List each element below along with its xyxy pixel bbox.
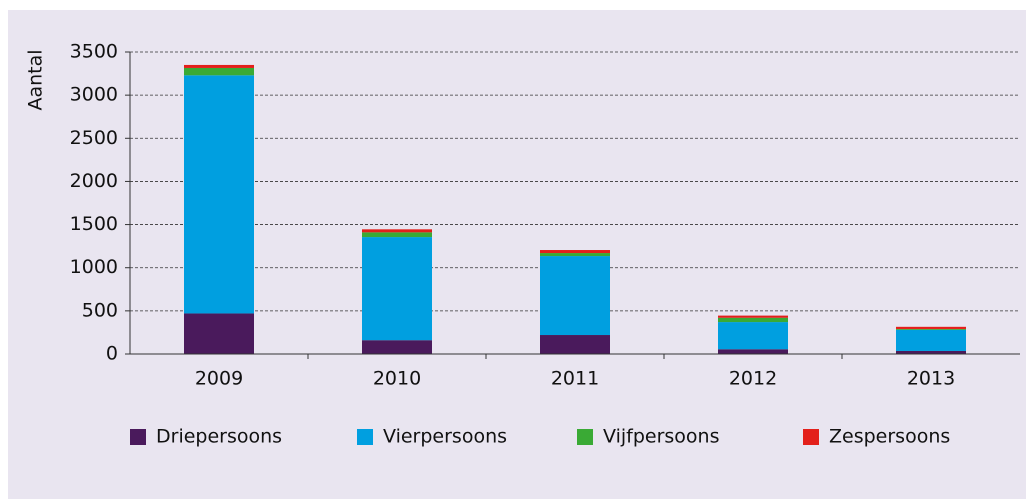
x-tick-label: 2009 bbox=[195, 368, 243, 390]
bar-segment bbox=[718, 322, 788, 350]
y-tick-label: 2500 bbox=[70, 127, 118, 149]
legend-label: Driepersoons bbox=[156, 426, 282, 448]
x-tick-label: 2012 bbox=[729, 368, 777, 390]
legend-swatch bbox=[130, 429, 146, 445]
y-tick-label: 2000 bbox=[70, 170, 118, 192]
bar-segment bbox=[362, 232, 432, 238]
bar-segment bbox=[540, 256, 610, 336]
y-axis-label: Aantal bbox=[25, 49, 47, 110]
bar-segment bbox=[540, 335, 610, 354]
bar-segment bbox=[184, 75, 254, 314]
y-tick-label: 0 bbox=[106, 343, 118, 365]
legend-label: Vijfpersoons bbox=[603, 426, 719, 448]
legend-swatch bbox=[803, 429, 819, 445]
bar-segment bbox=[718, 315, 788, 318]
legend-label: Vierpersoons bbox=[383, 426, 507, 448]
x-tick-label: 2011 bbox=[551, 368, 599, 390]
bar-segment bbox=[184, 313, 254, 354]
y-tick-label: 500 bbox=[82, 299, 118, 321]
bar-segment bbox=[362, 237, 432, 341]
bar-segment bbox=[718, 317, 788, 323]
x-tick-label: 2013 bbox=[907, 368, 955, 390]
x-tick-label: 2010 bbox=[373, 368, 421, 390]
bar-segment bbox=[896, 328, 966, 330]
bar-segment bbox=[184, 64, 254, 68]
bar-segment bbox=[362, 229, 432, 233]
bar-segment bbox=[896, 326, 966, 329]
y-tick-label: 3500 bbox=[70, 41, 118, 63]
bar-segment bbox=[540, 253, 610, 257]
bar-segment bbox=[896, 350, 966, 354]
legend-swatch bbox=[577, 429, 593, 445]
legend-swatch bbox=[357, 429, 373, 445]
y-tick-label: 3000 bbox=[70, 84, 118, 106]
chart-background bbox=[8, 10, 1026, 499]
y-tick-label: 1500 bbox=[70, 213, 118, 235]
y-tick-label: 1000 bbox=[70, 256, 118, 278]
bar-segment bbox=[540, 250, 610, 254]
bar-segment bbox=[184, 67, 254, 76]
bar-segment bbox=[896, 329, 966, 351]
bar-segment bbox=[362, 340, 432, 354]
bar-segment bbox=[718, 349, 788, 354]
legend-label: Zespersoons bbox=[829, 426, 950, 448]
